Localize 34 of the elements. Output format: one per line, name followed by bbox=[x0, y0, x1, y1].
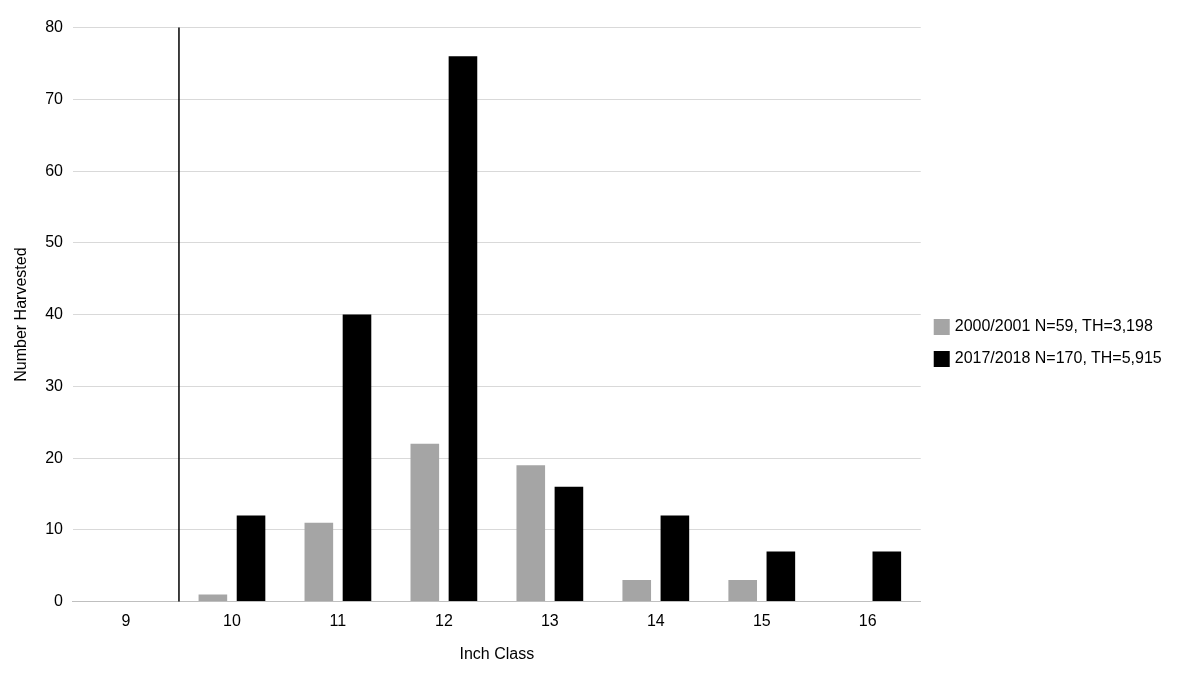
y-tick-label: 80 bbox=[45, 18, 64, 36]
y-tick-label: 40 bbox=[45, 305, 64, 323]
x-tick-label: 13 bbox=[540, 611, 559, 629]
bar bbox=[342, 314, 372, 602]
bar bbox=[198, 594, 228, 602]
x-tick-label: 9 bbox=[121, 611, 131, 629]
y-tick-label: 30 bbox=[45, 376, 64, 394]
legend-label: 2017/2018 N=170, TH=5,915 bbox=[954, 349, 1162, 367]
x-tick-label: 16 bbox=[858, 611, 877, 629]
bar bbox=[410, 443, 440, 602]
bar bbox=[622, 580, 652, 602]
x-axis-title: Inch Class bbox=[459, 644, 535, 662]
y-tick-label: 50 bbox=[45, 233, 64, 251]
bar bbox=[448, 56, 478, 602]
bar bbox=[660, 515, 690, 602]
bar bbox=[304, 522, 334, 602]
y-tick-label: 10 bbox=[45, 520, 64, 538]
bar bbox=[766, 551, 796, 602]
bar bbox=[872, 551, 902, 602]
bar bbox=[554, 486, 584, 602]
bar bbox=[728, 580, 758, 602]
x-tick-label: 14 bbox=[646, 611, 665, 629]
y-axis-title: Number Harvested bbox=[12, 247, 30, 382]
y-tick-label: 0 bbox=[54, 592, 64, 610]
x-tick-label: 15 bbox=[752, 611, 771, 629]
y-tick-label: 60 bbox=[45, 161, 64, 179]
y-tick-label: 20 bbox=[45, 448, 64, 466]
legend-label: 2000/2001 N=59, TH=3,198 bbox=[954, 317, 1153, 335]
x-tick-label: 10 bbox=[223, 611, 241, 629]
x-tick-label: 12 bbox=[434, 611, 453, 629]
bar bbox=[236, 515, 266, 602]
y-tick-label: 70 bbox=[45, 89, 64, 107]
x-tick-label: 11 bbox=[329, 611, 347, 629]
bar bbox=[516, 465, 546, 602]
